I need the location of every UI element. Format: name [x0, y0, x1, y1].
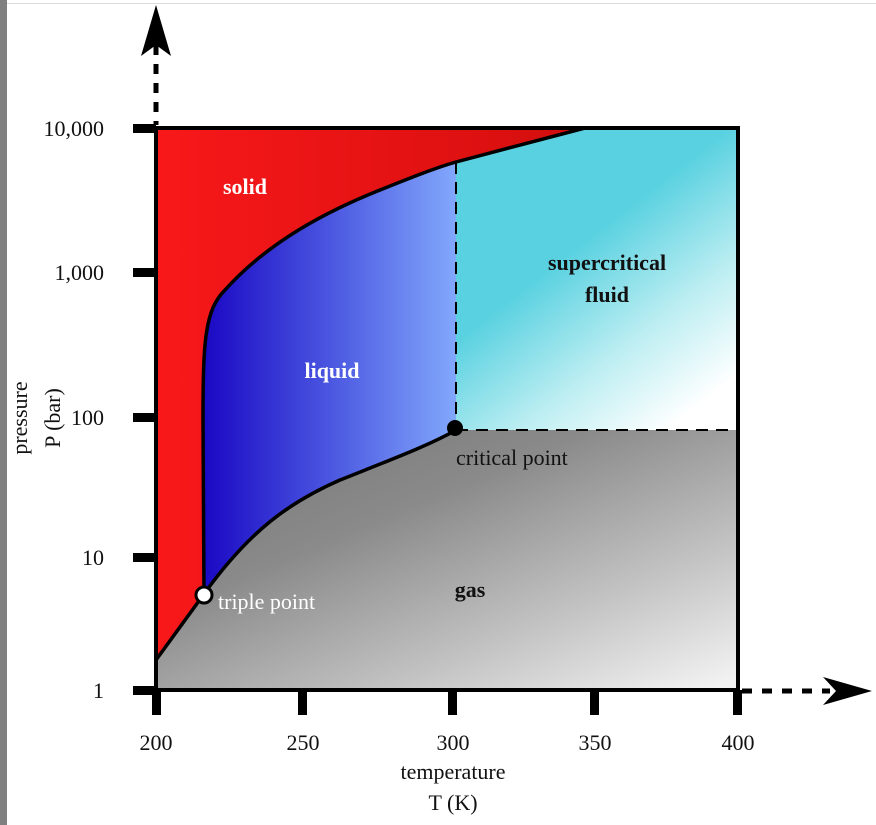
melting-curve	[201, 126, 586, 595]
sublimation-curve	[154, 592, 206, 662]
plot-frame	[154, 126, 740, 692]
y-tick-label: 10	[82, 545, 104, 570]
x-axis-unit: T (K)	[428, 790, 477, 815]
x-tick-label: 400	[722, 730, 755, 755]
y-tick-label: 10,000	[44, 116, 105, 141]
critical-point-marker	[447, 420, 463, 436]
y-axis-unit: P (bar)	[40, 388, 65, 448]
liquid-label: liquid	[304, 358, 359, 383]
liquid-region	[203, 162, 456, 594]
gas-label: gas	[455, 577, 486, 602]
vaporization-curve	[202, 428, 457, 596]
x-axis-arrow	[742, 677, 872, 705]
x-tick-label: 250	[287, 730, 320, 755]
y-axis-arrow	[141, 5, 171, 125]
x-tick-label: 200	[140, 730, 173, 755]
x-axis-ticks	[152, 690, 742, 715]
x-axis-title: temperature	[400, 759, 505, 784]
triple-point-marker	[194, 585, 214, 605]
solid-label: solid	[223, 174, 267, 199]
x-tick-label: 350	[579, 730, 612, 755]
supercritical-fluid-label: fluid	[585, 282, 629, 307]
supercritical-region	[456, 128, 738, 430]
y-tick-label: 1	[93, 678, 104, 703]
critical-point-label: critical point	[456, 445, 568, 470]
window-edge	[0, 0, 7, 825]
y-axis-title: pressure	[7, 381, 32, 454]
supercritical-label: supercritical	[548, 250, 666, 275]
y-tick-label: 100	[71, 405, 104, 430]
y-tick-label: 1,000	[55, 260, 105, 285]
triple-point-label: triple point	[218, 589, 315, 614]
top-border	[7, 3, 876, 4]
gas-region	[156, 430, 738, 690]
y-axis-ticks	[133, 124, 156, 695]
x-tick-label: 300	[437, 730, 470, 755]
